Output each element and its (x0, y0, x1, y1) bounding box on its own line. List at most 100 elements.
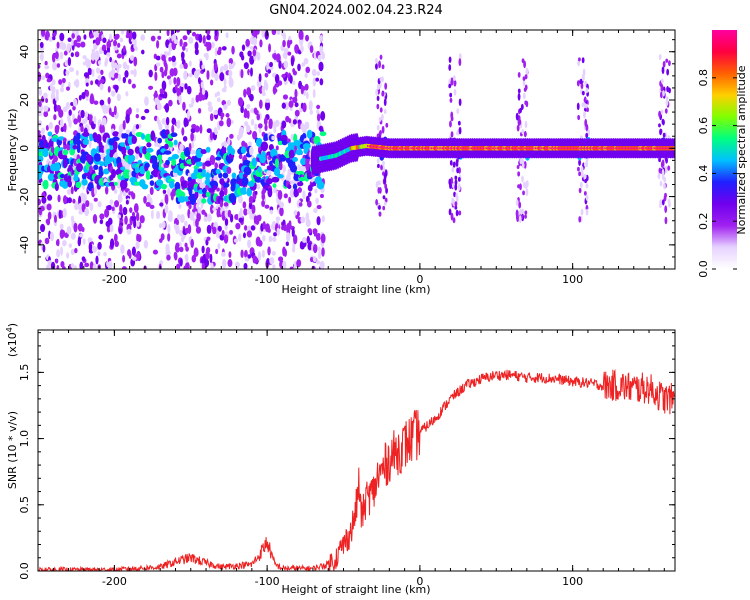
spectrogram-noise-cell (223, 63, 229, 72)
spectrogram-burst-cell (381, 91, 385, 97)
spectrogram-noise-cell (191, 254, 197, 263)
spectrogram-core-cell (319, 131, 327, 137)
spectrogram-noise-cell (316, 113, 321, 122)
spectrogram-core-cell (231, 172, 237, 179)
spectrogram-noise-cell (259, 39, 263, 48)
colorbar-tick-label: 0.2 (697, 212, 710, 230)
spectrogram-noise-cell (277, 189, 283, 200)
spectrogram-noise-cell (43, 105, 49, 112)
spectrogram-noise-cell (88, 114, 93, 121)
spectrogram-core-cell (219, 190, 225, 198)
spectrogram-core-cell (168, 180, 175, 189)
spectrogram-noise-cell (287, 51, 292, 56)
spectrogram-noise-cell (281, 73, 287, 79)
spectrogram-noise-cell (243, 62, 249, 70)
spectrogram-core-cell (171, 158, 177, 166)
spectrogram-noise-cell (45, 125, 49, 131)
spectrogram-noise-cell (229, 133, 234, 139)
spectrogram-noise-cell (139, 152, 143, 158)
spectrogram-noise-cell (124, 70, 129, 78)
spectrogram-noise-cell (305, 34, 310, 42)
spectrogram-burst-cell (658, 167, 662, 174)
spectrogram-noise-cell (240, 249, 244, 258)
spectrogram-noise-cell (38, 198, 42, 206)
spectrogram-noise-cell (281, 120, 287, 129)
spectrogram-noise-cell (216, 97, 221, 103)
spectrogram-noise-cell (135, 211, 140, 222)
spectrogram-burst-cell (448, 78, 452, 86)
spectrogram-noise-cell (54, 182, 59, 192)
spectrogram-noise-cell (216, 91, 221, 96)
spectrogram-core-cell (76, 143, 81, 154)
spectrogram-burst-cell (578, 57, 581, 62)
spectrogram-noise-cell (125, 199, 129, 205)
spectrogram-noise-cell (223, 104, 228, 110)
spectrogram-core-cell (204, 160, 212, 167)
spectrogram-noise-cell (311, 68, 317, 77)
spectrogram-noise-cell (134, 45, 138, 52)
spectrogram-noise-cell (297, 63, 301, 72)
spectrogram-core-cell (306, 129, 313, 139)
spectrogram-noise-cell (206, 224, 212, 234)
spectrogram-noise-cell (294, 88, 298, 99)
spectrogram-noise-cell (122, 76, 127, 84)
spectrogram-noise-cell (48, 121, 53, 130)
spectrogram-noise-cell (238, 233, 242, 242)
spectrogram-burst-cell (522, 80, 526, 87)
spectrogram-noise-cell (103, 251, 107, 257)
spectrogram-core-cell (62, 159, 68, 169)
spectrogram-noise-cell (55, 95, 59, 102)
spectrogram-burst-cell (376, 180, 380, 186)
spectrogram-noise-cell (219, 200, 224, 208)
spectrogram-noise-cell (159, 66, 164, 73)
spectrogram-burst-cell (448, 56, 452, 64)
spectrogram-noise-cell (227, 209, 232, 218)
spectrogram-noise-cell (183, 41, 188, 47)
spectrogram-core-cell (112, 136, 120, 141)
spectrogram-noise-cell (275, 145, 279, 151)
spectrogram-burst-cell (375, 63, 378, 70)
spectrogram-noise-cell (183, 62, 188, 70)
spectrogram-noise-cell (179, 38, 183, 47)
spectrogram-core-cell (205, 191, 211, 198)
spectrogram-burst-cell (376, 95, 380, 102)
spectrogram-noise-cell (293, 188, 299, 198)
spectrogram-noise-cell (164, 143, 169, 150)
spectrogram-noise-cell (122, 206, 128, 216)
spectrogram-noise-cell (87, 67, 92, 76)
spectrogram-burst-cell (381, 64, 385, 70)
spectrogram-noise-cell (256, 51, 261, 61)
spectrogram-noise-cell (320, 233, 326, 244)
spectrogram-burst-cell (518, 215, 522, 224)
spectrogram-noise-cell (149, 186, 154, 196)
spectrogram-noise-cell (191, 31, 197, 37)
spectrogram-core-cell (53, 162, 61, 172)
spectrogram-noise-cell (93, 100, 99, 105)
spectrogram-noise-cell (38, 100, 42, 108)
spectrogram-noise-cell (114, 200, 120, 208)
spectrogram-noise-cell (271, 251, 277, 256)
spectrogram-noise-cell (135, 123, 140, 130)
spectrogram-burst-cell (385, 122, 389, 128)
spectrogram-burst-cell (522, 92, 526, 100)
spectrogram-noise-cell (241, 44, 246, 52)
spectrogram-core-cell (152, 168, 159, 178)
spectrogram-noise-cell (131, 192, 136, 200)
spectrogram-burst-cell (659, 128, 662, 136)
spectrogram-noise-cell (60, 246, 64, 256)
spectrogram-noise-cell (117, 193, 123, 203)
spectrogram-noise-cell (282, 246, 286, 257)
spectrogram-noise-cell (292, 119, 297, 125)
spectrogram-noise-cell (176, 214, 181, 221)
spectrogram-noise-cell (285, 115, 290, 123)
spectrogram-noise-cell (307, 228, 313, 234)
spectrogram-noise-cell (286, 39, 291, 49)
spectrogram-noise-cell (223, 77, 227, 86)
spectrogram-noise-cell (58, 209, 62, 219)
spectrogram-noise-cell (99, 99, 105, 106)
spectrogram-noise-cell (159, 260, 164, 265)
spectrogram-noise-cell (155, 55, 161, 61)
spectrogram-noise-cell (157, 35, 162, 40)
spectrogram-burst-cell (661, 168, 665, 177)
spectrogram-noise-cell (282, 164, 286, 173)
